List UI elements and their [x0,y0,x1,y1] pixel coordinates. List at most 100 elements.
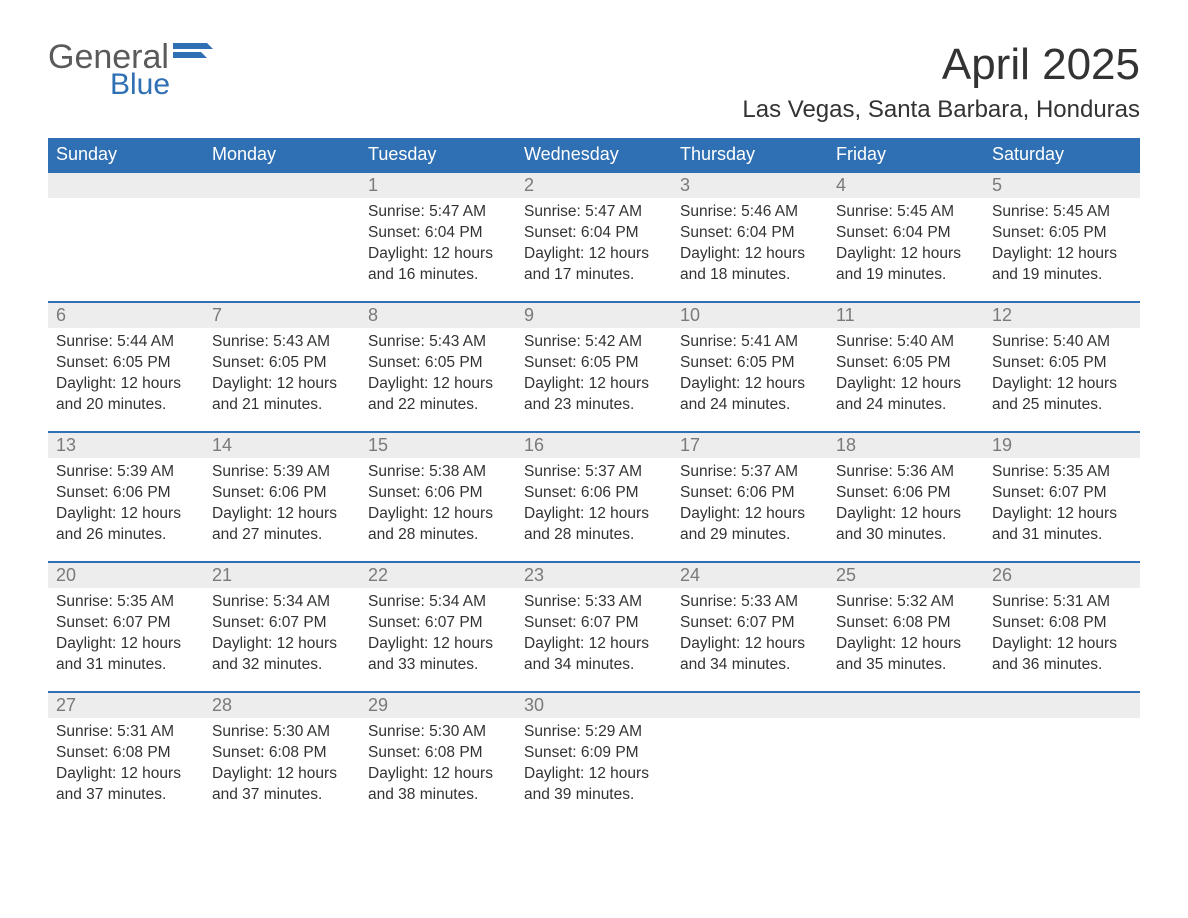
day-number: 3 [672,173,828,198]
day-body: Sunrise: 5:30 AMSunset: 6:08 PMDaylight:… [204,718,360,814]
sunrise-value: 5:37 AM [741,463,798,480]
sunrise-label: Sunrise: [680,593,741,610]
calendar-day: 29Sunrise: 5:30 AMSunset: 6:08 PMDayligh… [360,692,516,822]
sunrise-line: Sunrise: 5:46 AM [680,202,820,223]
daylight-label: Daylight: [212,375,277,392]
daylight-line: Daylight: 12 hours and 38 minutes. [368,764,508,806]
day-number: 1 [360,173,516,198]
sunset-label: Sunset: [212,614,269,631]
day-body: Sunrise: 5:37 AMSunset: 6:06 PMDaylight:… [516,458,672,554]
day-number: 24 [672,563,828,588]
sunrise-line: Sunrise: 5:43 AM [368,332,508,353]
day-body: Sunrise: 5:30 AMSunset: 6:08 PMDaylight:… [360,718,516,814]
day-body: Sunrise: 5:43 AMSunset: 6:05 PMDaylight:… [360,328,516,424]
calendar-day [48,172,204,302]
daylight-label: Daylight: [368,635,433,652]
sunrise-value: 5:43 AM [273,333,330,350]
sunrise-label: Sunrise: [680,333,741,350]
day-number [204,173,360,198]
sunset-label: Sunset: [368,614,425,631]
day-number: 25 [828,563,984,588]
day-body: Sunrise: 5:34 AMSunset: 6:07 PM Daylight:… [360,588,516,684]
sunrise-value: 5:47 AM [429,203,486,220]
sunrise-line: Sunrise: 5:34 AM [368,592,508,613]
sunset-label: Sunset: [992,484,1049,501]
daylight-line: Daylight: 12 hours and 26 minutes. [56,504,196,546]
day-body: Sunrise: 5:40 AMSunset: 6:05 PMDaylight:… [828,328,984,424]
daylight-line: Daylight: 12 hours and 20 minutes. [56,374,196,416]
sunrise-line: Sunrise: 5:45 AM [836,202,976,223]
sunrise-line: Sunrise: 5:30 AM [212,722,352,743]
day-number [828,693,984,718]
day-body: Sunrise: 5:35 AMSunset: 6:07 PMDaylight:… [984,458,1140,554]
sunset-label: Sunset: [992,224,1049,241]
sunrise-label: Sunrise: [524,723,585,740]
sunrise-value: 5:35 AM [1053,463,1110,480]
sunrise-label: Sunrise: [524,463,585,480]
daylight-line: Daylight: 12 hours and 34 minutes. [524,634,664,676]
sunset-value: 6:07 PM [113,614,171,631]
day-number: 17 [672,433,828,458]
day-number: 5 [984,173,1140,198]
sunrise-line: Sunrise: 5:40 AM [992,332,1132,353]
sunrise-value: 5:39 AM [273,463,330,480]
sunrise-line: Sunrise: 5:36 AM [836,462,976,483]
day-body: Sunrise: 5:47 AMSunset: 6:04 PMDaylight:… [516,198,672,294]
sunrise-value: 5:36 AM [897,463,954,480]
sunset-value: 6:07 PM [581,614,639,631]
day-number [672,693,828,718]
daylight-line: Daylight: 12 hours and 19 minutes. [992,244,1132,286]
sunset-line: Sunset: 6:07 PM [992,483,1132,504]
day-number: 26 [984,563,1140,588]
calendar-day [672,692,828,822]
sunrise-line: Sunrise: 5:41 AM [680,332,820,353]
sunrise-value: 5:41 AM [741,333,798,350]
sunrise-label: Sunrise: [56,333,117,350]
sunrise-label: Sunrise: [368,723,429,740]
day-number [48,173,204,198]
calendar-table: SundayMondayTuesdayWednesdayThursdayFrid… [48,138,1140,822]
sunset-line: Sunset: 6:04 PM [836,223,976,244]
calendar-day: 12Sunrise: 5:40 AMSunset: 6:05 PMDayligh… [984,302,1140,432]
sunset-value: 6:08 PM [269,744,327,761]
sunrise-line: Sunrise: 5:31 AM [56,722,196,743]
sunrise-value: 5:34 AM [273,593,330,610]
sunrise-label: Sunrise: [836,463,897,480]
sunset-line: Sunset: 6:06 PM [368,483,508,504]
day-body: Sunrise: 5:37 AMSunset: 6:06 PMDaylight:… [672,458,828,554]
sunset-label: Sunset: [992,354,1049,371]
sunset-line: Sunset: 6:08 PM [56,743,196,764]
sunset-value: 6:07 PM [425,614,483,631]
daylight-label: Daylight: [524,375,589,392]
sunset-value: 6:08 PM [113,744,171,761]
sunset-line: Sunset: 6:08 PM [212,743,352,764]
daylight-line: Daylight: 12 hours and 21 minutes. [212,374,352,416]
sunset-label: Sunset: [56,484,113,501]
sunrise-value: 5:45 AM [1053,203,1110,220]
sunrise-label: Sunrise: [368,203,429,220]
sunrise-line: Sunrise: 5:39 AM [56,462,196,483]
weekday-header: Sunday [48,138,204,172]
sunset-label: Sunset: [524,614,581,631]
weekday-header: Monday [204,138,360,172]
sunset-line: Sunset: 6:08 PM [992,613,1132,634]
day-number: 4 [828,173,984,198]
month-title: April 2025 [742,40,1140,90]
sunset-label: Sunset: [56,744,113,761]
sunrise-line: Sunrise: 5:43 AM [212,332,352,353]
sunset-label: Sunset: [56,614,113,631]
calendar-day: 9Sunrise: 5:42 AMSunset: 6:05 PMDaylight… [516,302,672,432]
day-body: Sunrise: 5:42 AMSunset: 6:05 PMDaylight:… [516,328,672,424]
calendar-day: 30Sunrise: 5:29 AMSunset: 6:09 PMDayligh… [516,692,672,822]
sunset-line: Sunset: 6:05 PM [212,353,352,374]
sunrise-line: Sunrise: 5:34 AM [212,592,352,613]
sunset-value: 6:06 PM [425,484,483,501]
sunset-value: 6:05 PM [581,354,639,371]
calendar-day: 16Sunrise: 5:37 AMSunset: 6:06 PMDayligh… [516,432,672,562]
daylight-line: Daylight: 12 hours and 25 minutes. [992,374,1132,416]
sunrise-value: 5:31 AM [117,723,174,740]
sunrise-line: Sunrise: 5:37 AM [680,462,820,483]
sunrise-line: Sunrise: 5:39 AM [212,462,352,483]
daylight-line: Daylight: 12 hours and 39 minutes. [524,764,664,806]
sunset-label: Sunset: [56,354,113,371]
